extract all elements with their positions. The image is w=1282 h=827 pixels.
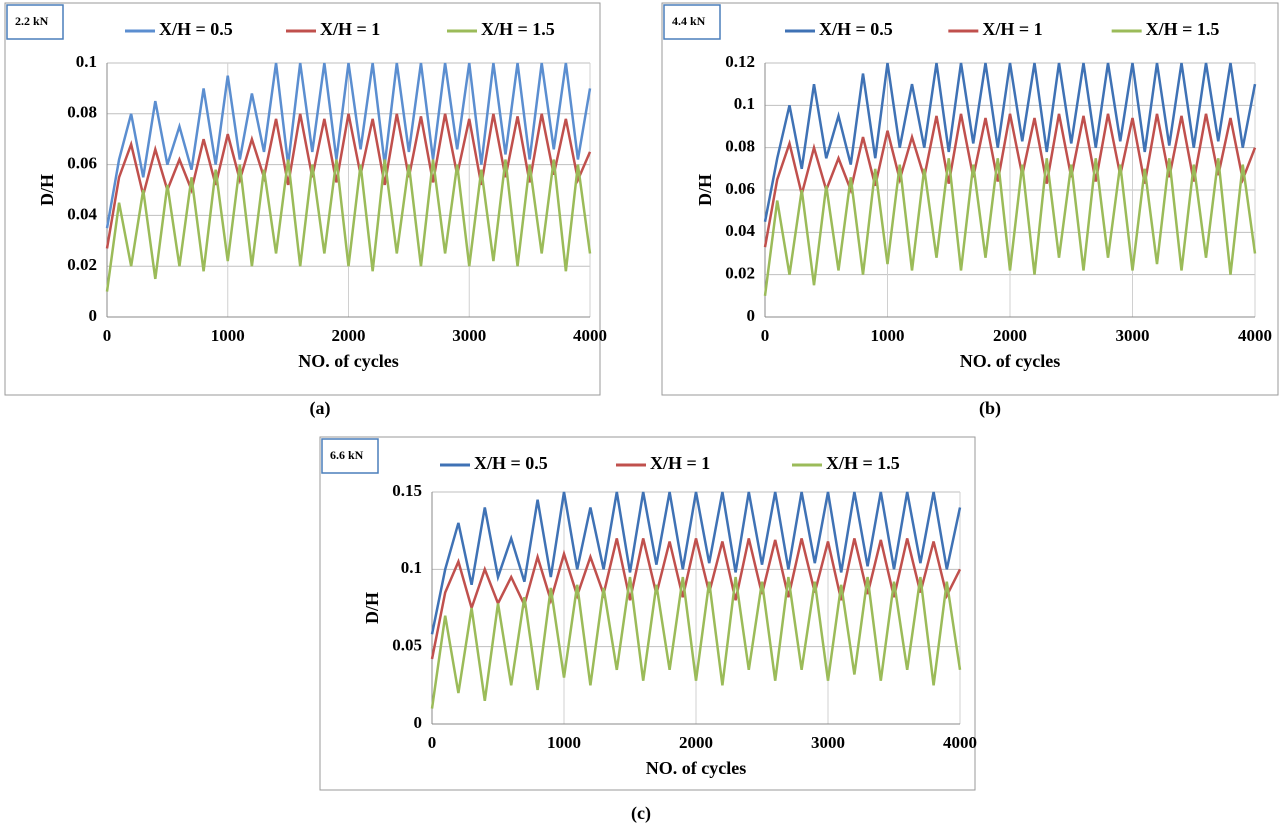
label-box — [6, 4, 64, 40]
y-tick-label: 0.06 — [67, 154, 97, 173]
y-axis-title: D/H — [695, 174, 715, 206]
panel-label: 4.4 kN — [672, 14, 706, 28]
series-line — [105, 113, 592, 249]
caption: (b) — [979, 398, 1001, 419]
legend-label: X/H = 1.5 — [826, 453, 900, 473]
series-line — [430, 491, 962, 635]
y-tick-label: 0.08 — [67, 103, 97, 122]
legend-label: X/H = 1 — [650, 453, 710, 473]
x-tick-label: 3000 — [1116, 326, 1150, 345]
x-tick-label: 4000 — [573, 326, 607, 345]
x-tick-label: 3000 — [811, 733, 845, 752]
x-tick-label: 0 — [761, 326, 770, 345]
y-tick-label: 0.06 — [725, 179, 755, 198]
series-line — [430, 576, 962, 709]
x-tick-label: 1000 — [871, 326, 905, 345]
panel-label: 6.6 kN — [330, 448, 364, 462]
y-tick-label: 0.12 — [725, 52, 755, 71]
y-tick-label: 0.04 — [725, 221, 755, 240]
panel: 2.2 kN 0 0.02 0.04 0.06 0.08 0.1 0 1000 2000 3000 4… — [4, 2, 607, 396]
series-line — [430, 538, 962, 660]
x-tick-label: 2000 — [993, 326, 1027, 345]
y-tick-label: 0.1 — [734, 94, 755, 113]
x-axis-title: NO. of cycles — [646, 758, 746, 778]
label-box — [321, 438, 379, 474]
x-tick-label: 0 — [103, 326, 112, 345]
series-line — [763, 113, 1257, 248]
x-tick-label: 0 — [428, 733, 437, 752]
legend-label: X/H = 0.5 — [819, 19, 893, 39]
y-tick-label: 0.05 — [392, 636, 422, 655]
series-line — [105, 159, 592, 292]
y-axis-title: D/H — [37, 174, 57, 206]
legend-label: X/H = 0.5 — [474, 453, 548, 473]
label-box — [663, 4, 721, 40]
y-tick-label: 0.02 — [725, 264, 755, 283]
y-tick-label: 0.08 — [725, 137, 755, 156]
y-tick-label: 0.02 — [67, 255, 97, 274]
panel-border — [319, 436, 976, 791]
x-tick-label: 3000 — [452, 326, 486, 345]
y-tick-label: 0.15 — [392, 481, 422, 500]
legend-label: X/H = 1.5 — [481, 19, 555, 39]
legend-label: X/H = 0.5 — [159, 19, 233, 39]
caption: (c) — [631, 803, 651, 824]
y-tick-label: 0 — [414, 713, 423, 732]
y-tick-label: 0.04 — [67, 204, 97, 223]
x-tick-label: 2000 — [332, 326, 366, 345]
x-tick-label: 1000 — [547, 733, 581, 752]
y-tick-label: 0.1 — [401, 558, 422, 577]
y-axis-title: D/H — [362, 592, 382, 624]
panel: 6.6 kN 0 0.05 0.1 0.15 0 1000 2000 3000 4000 NO. o… — [319, 436, 977, 791]
y-tick-label: 0.1 — [76, 52, 97, 71]
x-axis-title: NO. of cycles — [960, 351, 1060, 371]
x-axis-title: NO. of cycles — [298, 351, 398, 371]
x-tick-label: 1000 — [211, 326, 245, 345]
legend-label: X/H = 1 — [982, 19, 1042, 39]
series-line — [105, 62, 592, 229]
y-tick-label: 0 — [89, 306, 98, 325]
x-tick-label: 4000 — [943, 733, 977, 752]
x-tick-label: 4000 — [1238, 326, 1272, 345]
legend-label: X/H = 1 — [320, 19, 380, 39]
series-line — [763, 158, 1257, 296]
series-line — [763, 62, 1257, 222]
x-tick-label: 2000 — [679, 733, 713, 752]
panel: 4.4 kN 0 0.02 0.04 0.06 0.08 0.1 0.12 0 1000 2000 3… — [661, 2, 1279, 396]
y-tick-label: 0 — [747, 306, 756, 325]
panel-label: 2.2 kN — [15, 14, 49, 28]
caption: (a) — [310, 398, 331, 419]
legend-label: X/H = 1.5 — [1146, 19, 1220, 39]
